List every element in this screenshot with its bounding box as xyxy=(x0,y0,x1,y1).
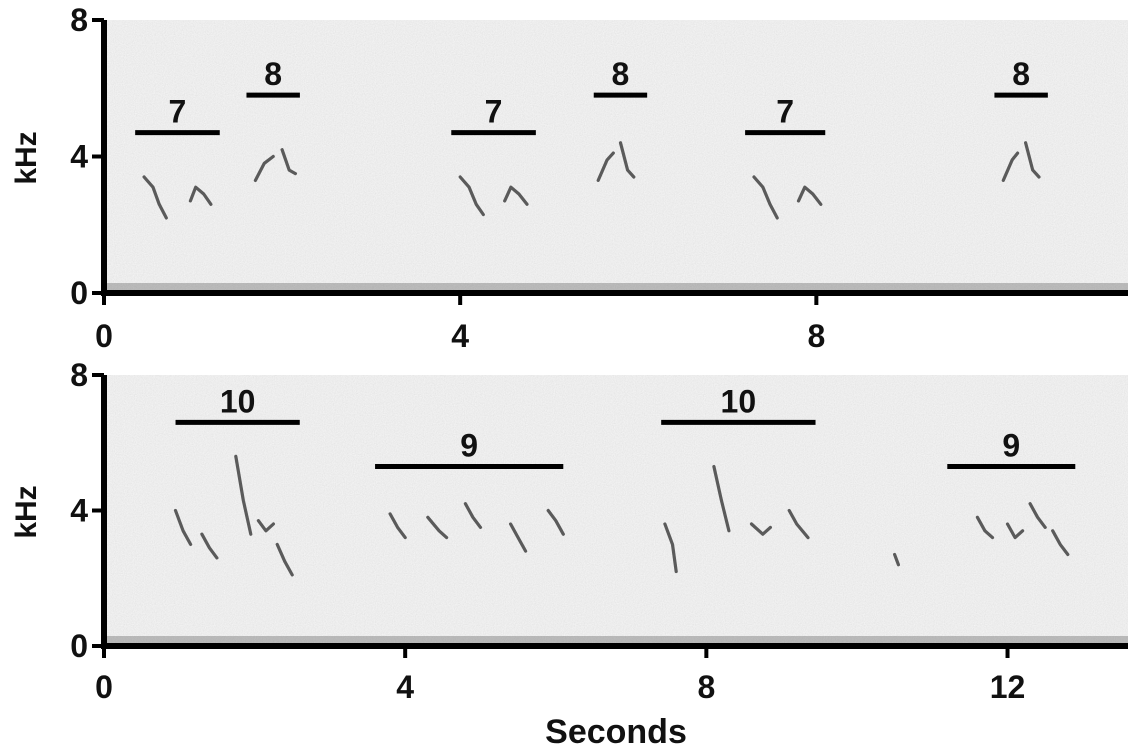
y-tick-label: 8 xyxy=(70,357,88,393)
song-trace xyxy=(256,519,275,533)
song-trace xyxy=(188,185,213,206)
x-tick-label: 4 xyxy=(451,318,469,354)
song-trace xyxy=(749,522,772,536)
song-trace xyxy=(712,464,731,533)
panel-1-annotations: 7 8 7 8 7 8 xyxy=(135,56,1048,136)
panel-1-axis-ticks: 0 4 8 0 4 8 xyxy=(70,2,825,354)
song-trace xyxy=(787,508,810,540)
low-frequency-band xyxy=(104,636,1128,644)
song-trace xyxy=(458,175,485,217)
y-tick-label: 4 xyxy=(70,139,88,175)
panel-2-traces xyxy=(104,454,1128,644)
song-trace xyxy=(388,512,407,540)
song-type-label: 8 xyxy=(612,56,630,92)
song-trace xyxy=(1023,141,1041,179)
song-trace xyxy=(663,522,678,574)
song-trace xyxy=(509,522,528,553)
song-trace xyxy=(503,185,529,206)
x-tick-label: 8 xyxy=(697,669,715,705)
song-trace xyxy=(426,515,449,540)
song-trace xyxy=(280,148,297,176)
song-trace xyxy=(893,552,900,567)
panel-1: 7 8 7 8 7 8 0 4 8 0 4 8 kHz xyxy=(10,2,1128,354)
song-trace xyxy=(200,532,219,560)
song-trace xyxy=(1028,502,1047,529)
y-tick-label: 8 xyxy=(70,2,88,38)
panel-2-axis-ticks: 0 4 8 12 0 4 8 xyxy=(70,357,1025,705)
song-trace xyxy=(253,154,275,182)
y-tick-label: 0 xyxy=(70,628,88,664)
y-tick-label: 4 xyxy=(70,493,88,529)
song-trace xyxy=(234,454,253,536)
song-trace xyxy=(596,151,615,182)
song-type-label: 7 xyxy=(776,94,794,130)
song-trace xyxy=(1005,522,1025,540)
song-type-label: 9 xyxy=(1002,427,1020,463)
panel-2: 10 9 10 9 0 4 8 12 0 4 8 kHz Seconds xyxy=(10,357,1128,751)
song-trace xyxy=(275,542,294,577)
y-tick-label: 0 xyxy=(70,275,88,311)
song-trace xyxy=(1001,151,1020,182)
song-type-label: 9 xyxy=(460,427,478,463)
x-tick-label: 12 xyxy=(990,669,1026,705)
song-trace xyxy=(546,508,565,536)
panel-2-y-axis-label: kHz xyxy=(10,485,43,538)
song-type-label: 7 xyxy=(169,94,187,130)
song-type-label: 10 xyxy=(721,383,757,419)
panel-1-traces xyxy=(104,141,1128,291)
panel-2-annotations: 10 9 10 9 xyxy=(175,383,1076,469)
song-type-label: 7 xyxy=(485,94,503,130)
song-trace xyxy=(173,508,193,546)
panel-2-x-axis-label: Seconds xyxy=(545,713,687,751)
song-trace xyxy=(975,515,995,540)
low-frequency-band xyxy=(104,283,1128,291)
song-type-label: 8 xyxy=(1012,56,1030,92)
x-tick-label: 0 xyxy=(95,669,113,705)
song-trace xyxy=(463,502,483,529)
song-type-label: 8 xyxy=(264,56,282,92)
song-trace xyxy=(752,175,779,220)
song-trace xyxy=(142,175,168,220)
song-type-label: 10 xyxy=(220,383,256,419)
song-trace xyxy=(618,141,636,179)
song-trace xyxy=(796,185,823,206)
x-tick-label: 4 xyxy=(396,669,414,705)
x-tick-label: 0 xyxy=(95,318,113,354)
song-trace xyxy=(1051,529,1070,557)
panel-2-background xyxy=(104,375,1128,647)
panel-1-y-axis-label: kHz xyxy=(10,131,43,184)
x-tick-label: 8 xyxy=(807,318,825,354)
